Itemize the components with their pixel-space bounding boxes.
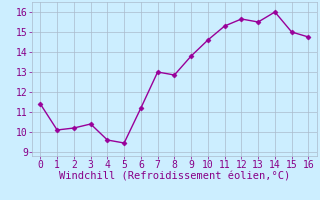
X-axis label: Windchill (Refroidissement éolien,°C): Windchill (Refroidissement éolien,°C) bbox=[59, 172, 290, 182]
